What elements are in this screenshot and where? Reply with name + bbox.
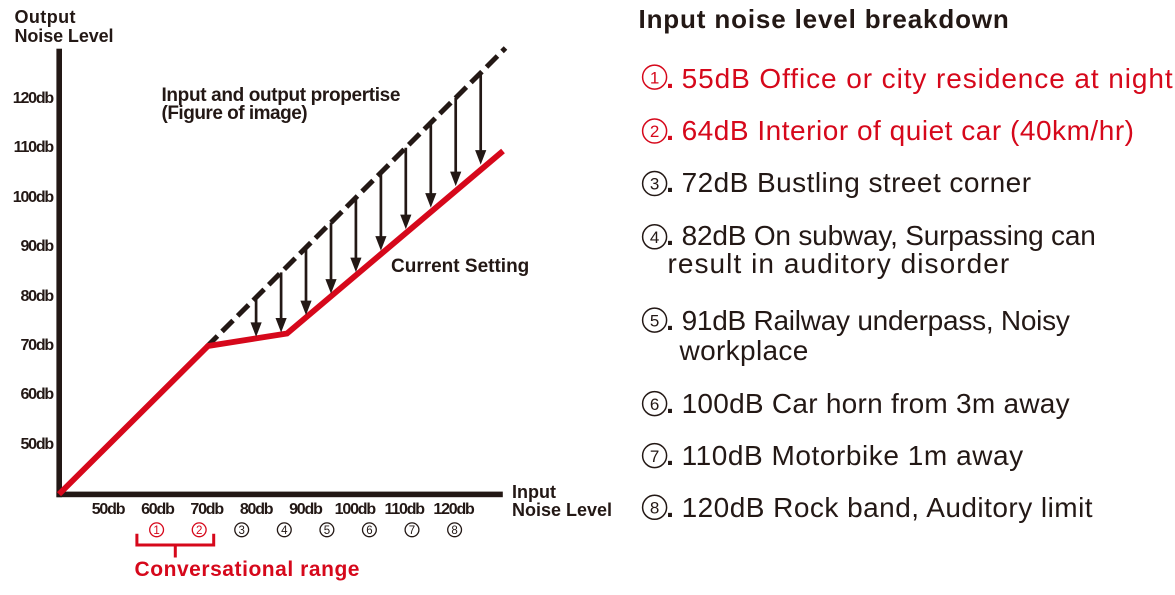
svg-text:6: 6: [366, 525, 372, 537]
svg-text:2: 2: [650, 122, 659, 141]
svg-text:7: 7: [650, 447, 659, 466]
svg-text:2: 2: [196, 525, 202, 537]
svg-text:8: 8: [650, 499, 659, 518]
svg-text:7: 7: [409, 525, 415, 537]
svg-text:1: 1: [650, 68, 659, 87]
svg-text:5: 5: [324, 525, 330, 537]
svg-text:4: 4: [650, 228, 659, 247]
svg-text:1: 1: [153, 525, 159, 537]
svg-text:3: 3: [650, 175, 659, 194]
svg-text:3: 3: [238, 525, 244, 537]
svg-text:5: 5: [650, 311, 659, 330]
svg-text:4: 4: [281, 525, 288, 537]
svg-text:6: 6: [650, 395, 659, 414]
svg-text:8: 8: [451, 525, 457, 537]
